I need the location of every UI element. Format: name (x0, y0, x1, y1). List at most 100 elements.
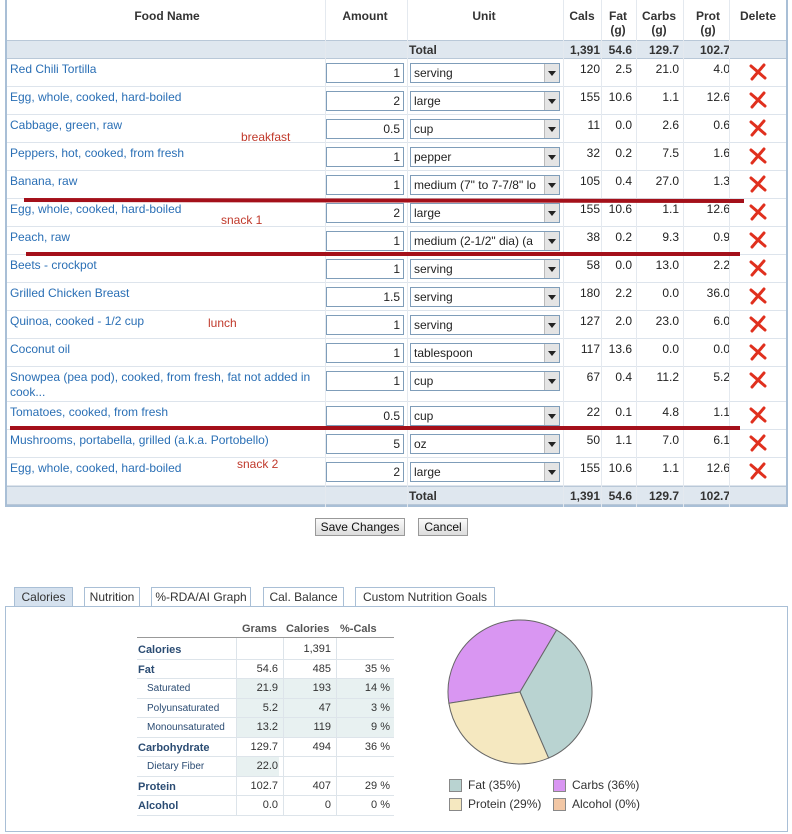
unit-select[interactable]: oz (410, 434, 560, 454)
dropdown-arrow-icon[interactable] (544, 372, 559, 390)
delete-x-icon[interactable] (747, 313, 769, 335)
unit-select[interactable]: serving (410, 259, 560, 279)
unit-select[interactable]: large (410, 462, 560, 482)
fat-value: 2.2 (615, 286, 632, 300)
amount-input[interactable]: 1 (326, 231, 404, 251)
food-name-link[interactable]: Snowpea (pea pod), cooked, from fresh, f… (10, 370, 311, 399)
dropdown-arrow-icon[interactable] (544, 176, 559, 194)
unit-select[interactable]: serving (410, 63, 560, 83)
delete-x-icon[interactable] (747, 201, 769, 223)
dropdown-arrow-icon[interactable] (544, 232, 559, 250)
amount-input[interactable]: 0.5 (326, 119, 404, 139)
delete-x-icon[interactable] (747, 460, 769, 482)
header-fat: Fat (g) (609, 9, 627, 37)
pct-value: 14 % (364, 682, 390, 694)
legend-swatch-fat (449, 779, 462, 792)
dropdown-arrow-icon[interactable] (544, 435, 559, 453)
delete-x-icon[interactable] (747, 257, 769, 279)
tab-nutrition[interactable]: Nutrition (84, 587, 140, 606)
cancel-button[interactable]: Cancel (418, 518, 468, 536)
delete-x-icon[interactable] (747, 61, 769, 83)
amount-input[interactable]: 1.5 (326, 287, 404, 307)
food-name-link[interactable]: Coconut oil (10, 342, 71, 356)
delete-x-icon[interactable] (747, 229, 769, 251)
tab-cal-balance[interactable]: Cal. Balance (263, 587, 344, 606)
nutrient-label: Carbohydrate (138, 741, 210, 754)
dropdown-arrow-icon[interactable] (544, 260, 559, 278)
dropdown-arrow-icon[interactable] (544, 204, 559, 222)
delete-x-icon[interactable] (747, 432, 769, 454)
unit-select[interactable]: pepper (410, 147, 560, 167)
dropdown-arrow-icon[interactable] (544, 64, 559, 82)
unit-select[interactable]: large (410, 91, 560, 111)
pie-slice-fat (519, 629, 593, 759)
food-name-link[interactable]: Cabbage, green, raw (10, 118, 123, 132)
dropdown-arrow-icon[interactable] (544, 148, 559, 166)
tab-custom-goals[interactable]: Custom Nutrition Goals (355, 587, 495, 606)
row-shade (237, 698, 394, 718)
food-name-link[interactable]: Grilled Chicken Breast (10, 286, 130, 300)
food-name-link[interactable]: Banana, raw (10, 174, 78, 188)
pie-slice-protein (448, 691, 550, 765)
amount-input[interactable]: 1 (326, 315, 404, 335)
cals-value: 155 (579, 461, 600, 475)
amount-input[interactable]: 1 (326, 175, 404, 195)
dropdown-arrow-icon[interactable] (544, 120, 559, 138)
dropdown-arrow-icon[interactable] (544, 92, 559, 110)
food-name-link[interactable]: Quinoa, cooked - 1/2 cup (10, 314, 145, 328)
delete-x-icon[interactable] (747, 341, 769, 363)
unit-select[interactable]: cup (410, 406, 560, 426)
legend-label-alcohol: Alcohol (0%) (572, 797, 641, 811)
amount-input[interactable]: 0.5 (326, 406, 404, 426)
amount-input[interactable]: 1 (326, 63, 404, 83)
food-name-link[interactable]: Beets - crockpot (10, 258, 97, 272)
amount-input[interactable]: 1 (326, 147, 404, 167)
total-carbs: 129.7 (648, 43, 679, 57)
amount-input[interactable]: 2 (326, 462, 404, 482)
delete-x-icon[interactable] (747, 89, 769, 111)
delete-x-icon[interactable] (747, 145, 769, 167)
delete-x-icon[interactable] (747, 369, 769, 391)
amount-input[interactable]: 1 (326, 259, 404, 279)
unit-select[interactable]: cup (410, 119, 560, 139)
food-name-link[interactable]: Egg, whole, cooked, hard-boiled (10, 461, 182, 475)
prot-value: 5.2 (713, 370, 730, 384)
delete-x-icon[interactable] (747, 173, 769, 195)
dropdown-arrow-icon[interactable] (544, 344, 559, 362)
food-name-link[interactable]: Peppers, hot, cooked, from fresh (10, 146, 185, 160)
food-name-link[interactable]: Peach, raw (10, 230, 71, 244)
food-name-link[interactable]: Egg, whole, cooked, hard-boiled (10, 90, 182, 104)
prot-value: 4.0 (713, 62, 730, 76)
food-name-link[interactable]: Red Chili Tortilla (10, 62, 97, 76)
unit-select[interactable]: serving (410, 315, 560, 335)
dropdown-arrow-icon[interactable] (544, 463, 559, 481)
unit-select[interactable]: cup (410, 371, 560, 391)
tab-calories[interactable]: Calories (14, 587, 73, 606)
delete-x-icon[interactable] (747, 404, 769, 426)
food-name-link[interactable]: Mushrooms, portabella, grilled (a.k.a. P… (10, 433, 269, 447)
dropdown-arrow-icon[interactable] (544, 407, 559, 425)
annotation-snack1: snack 1 (221, 213, 263, 227)
unit-select[interactable]: medium (2-1/2" dia) (a (410, 231, 560, 251)
save-changes-button[interactable]: Save Changes (315, 518, 405, 536)
dropdown-arrow-icon[interactable] (544, 316, 559, 334)
unit-select[interactable]: medium (7" to 7-7/8" lo (410, 175, 560, 195)
dropdown-arrow-icon[interactable] (544, 288, 559, 306)
food-name-link[interactable]: Egg, whole, cooked, hard-boiled (10, 202, 182, 216)
nutrient-label: Fat (138, 663, 155, 676)
total-label: Total (409, 43, 437, 57)
amount-input[interactable]: 2 (326, 91, 404, 111)
amount-input[interactable]: 1 (326, 371, 404, 391)
delete-x-icon[interactable] (747, 117, 769, 139)
cals-value: 11 (587, 118, 600, 132)
unit-select[interactable]: serving (410, 287, 560, 307)
amount-input[interactable]: 1 (326, 343, 404, 363)
unit-select[interactable]: tablespoon (410, 343, 560, 363)
tab-rda-graph[interactable]: %-RDA/AI Graph (151, 587, 251, 606)
carbs-value: 9.3 (662, 230, 679, 244)
delete-x-icon[interactable] (747, 285, 769, 307)
unit-select[interactable]: large (410, 203, 560, 223)
food-name-link[interactable]: Tomatoes, cooked, from fresh (10, 405, 169, 419)
amount-input[interactable]: 2 (326, 203, 404, 223)
amount-input[interactable]: 5 (326, 434, 404, 454)
